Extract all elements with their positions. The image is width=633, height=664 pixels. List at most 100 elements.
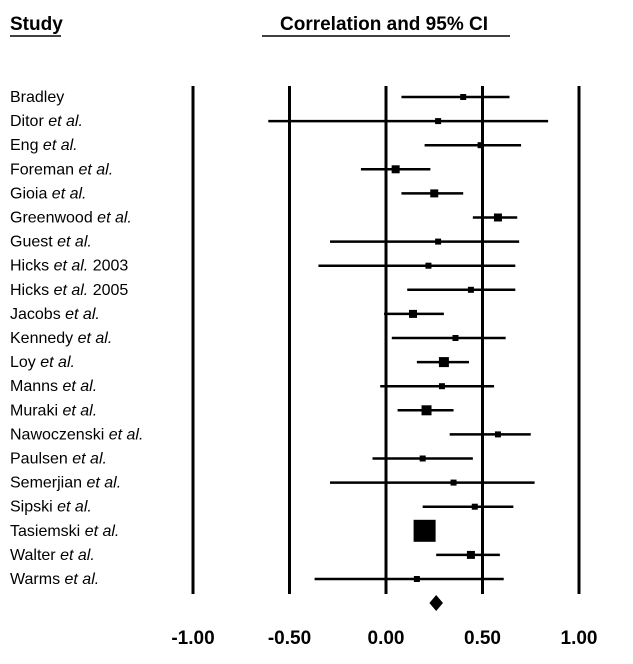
point-estimate-square <box>430 189 439 198</box>
study-row: Tasiemski et al. <box>10 519 436 542</box>
study-row: Foreman et al. <box>10 161 431 178</box>
study-etal: et al. <box>65 306 100 323</box>
study-label: Warms et al. <box>10 571 99 588</box>
study-etal: et al. <box>86 475 121 492</box>
point-estimate-square <box>467 286 474 293</box>
study-name: Ditor <box>10 113 48 130</box>
study-etal: et al. <box>97 210 132 227</box>
study-etal: et al. <box>57 234 92 251</box>
point-estimate-square <box>493 213 502 222</box>
study-name: Foreman <box>10 161 78 178</box>
point-estimate-square <box>413 576 420 582</box>
point-estimate-square <box>466 550 475 559</box>
point-estimate-square <box>477 142 484 149</box>
study-label: Gioia et al. <box>10 185 86 202</box>
point-estimate-square <box>438 357 449 368</box>
study-row: Kennedy et al. <box>10 330 506 347</box>
study-label: Manns et al. <box>10 378 97 395</box>
study-row: Eng et al. <box>10 137 522 154</box>
study-row: Warms et al. <box>10 571 504 588</box>
point-estimate-square <box>471 503 478 510</box>
study-row: Muraki et al. <box>10 402 454 419</box>
study-row: Gioia et al. <box>10 185 464 202</box>
study-label: Guest et al. <box>10 234 92 251</box>
study-name: Loy <box>10 354 40 371</box>
x-axis-tick-labels: -1.00 -0.50 0.00 0.50 1.00 <box>171 628 597 649</box>
study-row: Walter et al. <box>10 547 500 564</box>
study-row: Manns et al. <box>10 378 495 395</box>
study-etal: et al. <box>54 282 89 299</box>
study-name: Hicks <box>10 282 54 299</box>
tick-label: -1.00 <box>171 628 214 649</box>
study-name: Eng <box>10 137 43 154</box>
point-estimate-square <box>419 455 426 462</box>
study-name: Guest <box>10 234 57 251</box>
study-label: Hicks et al. 2005 <box>10 282 128 299</box>
study-etal: et al. <box>65 571 100 588</box>
study-name: Bradley <box>10 89 64 106</box>
study-name: Warms <box>10 571 65 588</box>
study-row: Greenwood et al. <box>10 210 518 227</box>
study-row: Ditor et al. <box>10 113 549 130</box>
study-label: Walter et al. <box>10 547 95 564</box>
point-estimate-square <box>421 405 432 416</box>
study-row: Semerjian et al. <box>10 475 535 492</box>
tick-label: 0.00 <box>368 628 405 649</box>
tick-label: 1.00 <box>561 628 598 649</box>
study-year: 2005 <box>88 282 128 299</box>
study-name: Hicks <box>10 258 54 275</box>
study-etal: et al. <box>78 330 113 347</box>
study-etal: et al. <box>109 426 144 443</box>
study-year: 2003 <box>88 258 128 275</box>
point-estimate-square <box>494 431 501 438</box>
study-name: Gioia <box>10 185 52 202</box>
study-label: Loy et al. <box>10 354 75 371</box>
ci-column-header: Correlation and 95% CI <box>280 14 488 35</box>
tick-label: -0.50 <box>268 628 311 649</box>
study-label: Sipski et al. <box>10 499 92 516</box>
study-row: Sipski et al. <box>10 499 514 516</box>
point-estimate-square <box>435 238 442 245</box>
study-row: Bradley <box>10 89 510 106</box>
study-etal: et al. <box>40 354 75 371</box>
tick-label: 0.50 <box>464 628 501 649</box>
study-row: Paulsen et al. <box>10 451 473 468</box>
study-name: Kennedy <box>10 330 78 347</box>
study-etal: et al. <box>57 499 92 516</box>
point-estimate-square <box>435 118 442 125</box>
point-estimate-square <box>409 309 418 318</box>
study-row: Hicks et al. 2005 <box>10 282 516 299</box>
study-etal: et al. <box>54 258 89 275</box>
study-name: Greenwood <box>10 210 97 227</box>
point-estimate-square <box>425 262 432 269</box>
study-etal: et al. <box>72 451 107 468</box>
study-row: Jacobs et al. <box>10 306 444 323</box>
study-label: Hicks et al. 2003 <box>10 258 128 275</box>
study-etal: et al. <box>60 547 95 564</box>
point-estimate-square <box>413 519 436 542</box>
study-etal: et al. <box>48 113 83 130</box>
study-label: Tasiemski et al. <box>10 523 119 540</box>
study-etal: et al. <box>43 137 78 154</box>
study-name: Nawoczenski <box>10 426 109 443</box>
study-name: Muraki <box>10 402 62 419</box>
summary-diamond <box>429 595 443 611</box>
study-label: Kennedy et al. <box>10 330 112 347</box>
study-name: Paulsen <box>10 451 72 468</box>
study-label: Paulsen et al. <box>10 451 107 468</box>
study-name: Semerjian <box>10 475 86 492</box>
study-name: Sipski <box>10 499 57 516</box>
study-label: Bradley <box>10 89 64 106</box>
study-etal: et al. <box>62 402 97 419</box>
study-label: Muraki et al. <box>10 402 97 419</box>
study-label: Eng et al. <box>10 137 78 154</box>
study-etal: et al. <box>52 185 87 202</box>
study-label: Ditor et al. <box>10 113 83 130</box>
point-estimate-square <box>452 335 459 341</box>
point-estimate-square <box>460 94 467 100</box>
study-label: Semerjian et al. <box>10 475 121 492</box>
study-row: Guest et al. <box>10 234 520 251</box>
study-name: Walter <box>10 547 60 564</box>
